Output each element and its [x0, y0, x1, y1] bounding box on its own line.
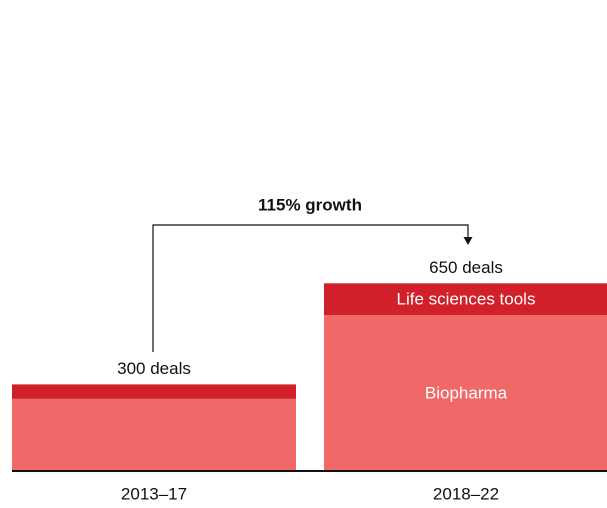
x-tick-label: 2018–22: [433, 484, 499, 503]
bar-segment: [12, 398, 296, 471]
growth-annotation: 115% growth: [258, 195, 362, 214]
growth-bracket: [152, 224, 469, 352]
bar-segment: [324, 283, 607, 316]
segment-label: Life sciences tools: [397, 290, 536, 309]
total-label: 650 deals: [429, 258, 503, 277]
total-label: 300 deals: [117, 359, 191, 378]
bar-segment: [324, 315, 607, 471]
x-tick-label: 2013–17: [121, 484, 187, 503]
segment-label: Biopharma: [425, 384, 508, 403]
growth-arrowhead: [463, 237, 473, 245]
bar-segment: [12, 384, 296, 399]
